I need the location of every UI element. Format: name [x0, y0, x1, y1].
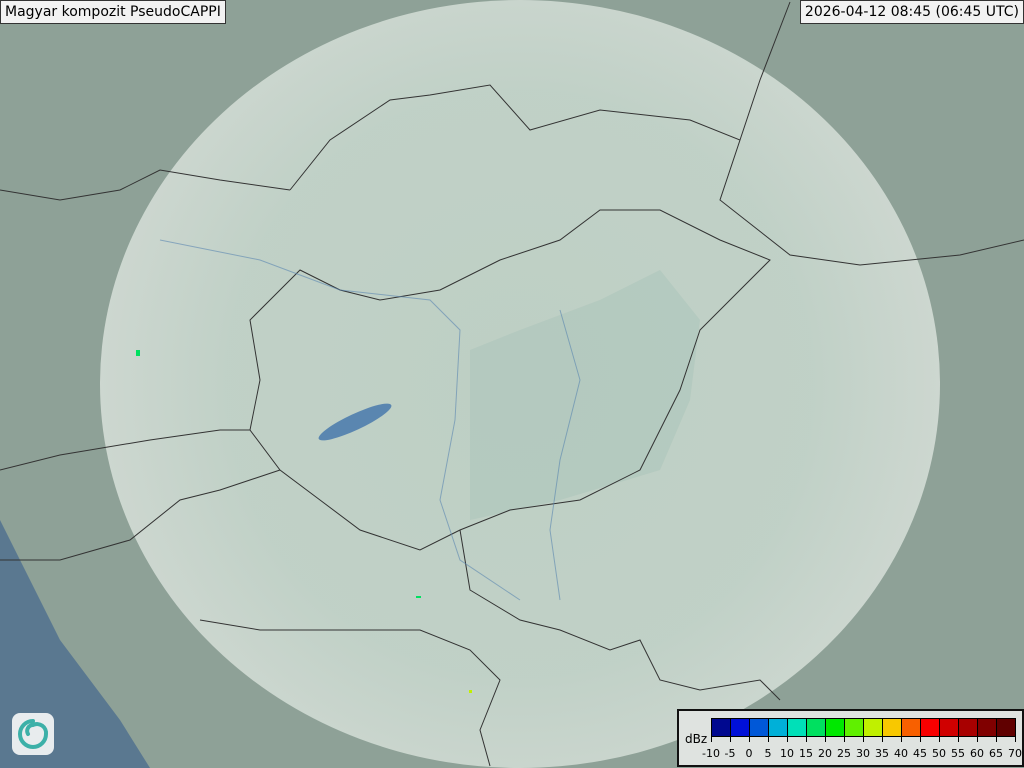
legend-tick-label: 45: [913, 747, 927, 760]
legend-tick-label: 5: [764, 747, 772, 760]
legend-color-cell: [864, 719, 883, 736]
legend-tick-mark: [730, 737, 731, 742]
legend-color-cell: [997, 719, 1015, 736]
product-title: Magyar kompozit PseudoCAPPI: [0, 0, 226, 24]
legend-tick-label: 10: [780, 747, 794, 760]
legend-tick-label: 30: [856, 747, 870, 760]
legend-tick-mark: [901, 737, 902, 742]
radar-echo: [136, 350, 140, 356]
adriatic-sea: [0, 520, 150, 768]
legend-color-cell: [750, 719, 769, 736]
legend-tick-label: 60: [970, 747, 984, 760]
legend-color-cell: [940, 719, 959, 736]
legend-color-cell: [902, 719, 921, 736]
legend-tick-mark: [920, 737, 921, 742]
legend-color-cell: [826, 719, 845, 736]
legend-color-cell: [731, 719, 750, 736]
legend-color-cell: [845, 719, 864, 736]
legend-tick-mark: [939, 737, 940, 742]
legend-color-cell: [978, 719, 997, 736]
legend-tick-label: 55: [951, 747, 965, 760]
color-scale: [711, 718, 1016, 737]
legend-tick-mark: [749, 737, 750, 742]
legend-tick-label: -5: [724, 747, 736, 760]
legend-tick-label: 20: [818, 747, 832, 760]
lake-balaton: [318, 403, 392, 441]
legend-tick-mark: [768, 737, 769, 742]
legend-unit: dBz: [685, 732, 708, 746]
swirl-logo-icon: [12, 713, 54, 755]
legend-tick-label: 15: [799, 747, 813, 760]
radar-echo: [416, 596, 421, 598]
legend-tick-mark: [1015, 737, 1016, 742]
legend-color-cell: [921, 719, 940, 736]
legend-ticks: -10 -5 0 5 10 15 20 25 30 35 40 45 50 55 60 65 70: [702, 737, 1022, 762]
legend-color-cell: [807, 719, 826, 736]
legend-tick-mark: [711, 737, 712, 742]
legend-color-cell: [712, 719, 731, 736]
legend-tick-mark: [863, 737, 864, 742]
legend-tick-mark: [977, 737, 978, 742]
legend-tick-label: 25: [837, 747, 851, 760]
legend-tick-mark: [882, 737, 883, 742]
legend-tick-mark: [958, 737, 959, 742]
legend-color-cell: [769, 719, 788, 736]
legend-tick-mark: [825, 737, 826, 742]
legend-tick-label: 70: [1008, 747, 1022, 760]
legend-color-cell: [788, 719, 807, 736]
legend-tick-label: 50: [932, 747, 946, 760]
legend-tick-mark: [996, 737, 997, 742]
legend-color-cell: [959, 719, 978, 736]
great-plain: [470, 270, 700, 520]
legend-tick-label: -10: [702, 747, 720, 760]
radar-echo: [469, 690, 472, 693]
legend-color-cell: [883, 719, 902, 736]
legend-tick-label: 40: [894, 747, 908, 760]
legend-tick-mark: [787, 737, 788, 742]
legend-tick-label: 65: [989, 747, 1003, 760]
timestamp: 2026-04-12 08:45 (06:45 UTC): [799, 0, 1024, 24]
legend-tick-mark: [806, 737, 807, 742]
rivers: [159, 239, 581, 601]
legend-tick-label: 35: [875, 747, 889, 760]
legend-tick-mark: [844, 737, 845, 742]
dbz-legend: dBz -10 -5 0 5 10 15 20 25 30 35 40 45 50 55 60 65 70: [677, 709, 1024, 767]
legend-tick-label: 0: [745, 747, 753, 760]
